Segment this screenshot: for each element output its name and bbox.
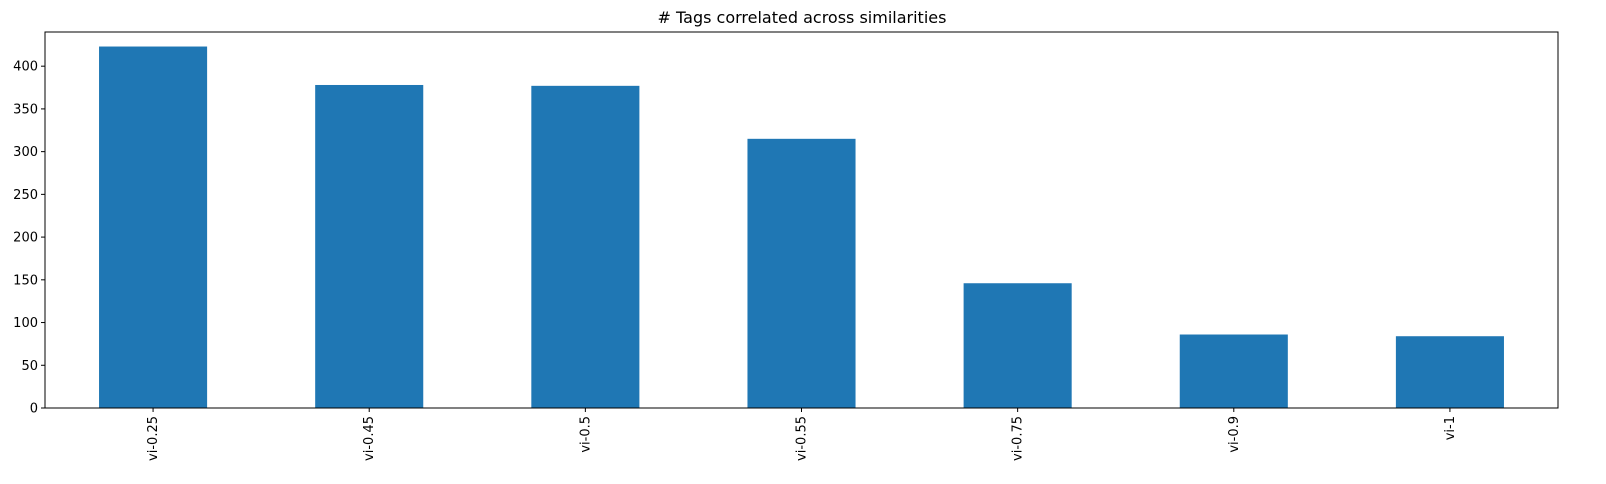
x-tick-label: vi-1 bbox=[1443, 416, 1458, 440]
bar-vi-1 bbox=[1395, 336, 1504, 408]
bar-vi-0.5 bbox=[531, 85, 640, 408]
x-tick-label: vi-0.55 bbox=[795, 416, 810, 461]
y-tick-label: 150 bbox=[13, 273, 38, 288]
bar-vi-0.55 bbox=[747, 138, 856, 408]
bar-vi-0.25 bbox=[99, 46, 208, 408]
bar-vi-0.9 bbox=[1179, 334, 1288, 408]
y-axis: 0 50 100 150 200 250 300 350 400 bbox=[13, 60, 45, 417]
x-tick-label: vi-0.9 bbox=[1227, 416, 1242, 453]
y-tick-label: 350 bbox=[13, 102, 38, 117]
x-tick-label: vi-0.5 bbox=[578, 416, 593, 453]
bars-group bbox=[99, 46, 1504, 409]
y-tick-label: 250 bbox=[13, 188, 38, 203]
bar-vi-0.75 bbox=[963, 283, 1072, 408]
y-tick-label: 400 bbox=[13, 60, 38, 75]
bar-vi-0.45 bbox=[315, 84, 424, 409]
x-tick-label: vi-0.25 bbox=[146, 416, 161, 461]
y-tick-label: 300 bbox=[13, 145, 38, 160]
plot-frame bbox=[44, 31, 1559, 409]
x-axis: vi-0.25 vi-0.45 vi-0.5 vi-0.55 vi-0.75 vi-0.9… bbox=[146, 408, 1458, 461]
y-tick-label: 50 bbox=[21, 359, 38, 374]
y-tick-label: 0 bbox=[30, 402, 38, 417]
chart-title: # Tags correlated across similarities bbox=[658, 8, 947, 27]
x-tick-label: vi-0.75 bbox=[1011, 416, 1026, 461]
y-tick-label: 200 bbox=[13, 231, 38, 246]
x-tick-label: vi-0.45 bbox=[362, 416, 377, 461]
y-tick-label: 100 bbox=[13, 316, 38, 331]
